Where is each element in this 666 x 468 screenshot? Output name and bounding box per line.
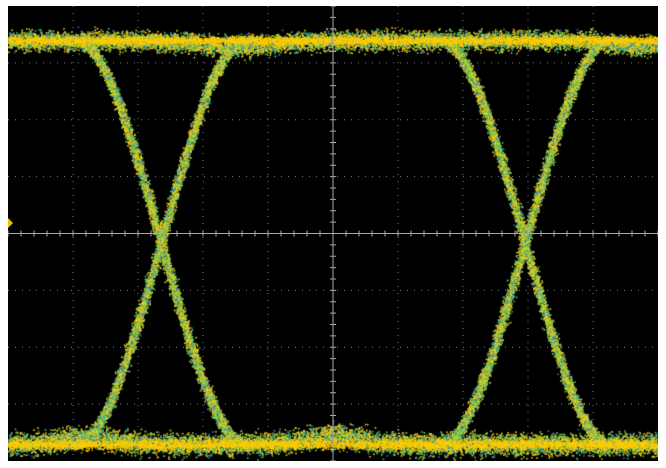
graticule-center-axes xyxy=(8,6,658,461)
trigger-level-marker xyxy=(8,218,13,228)
graticule-overlay xyxy=(8,6,658,461)
eye-diagram-display xyxy=(8,6,658,461)
